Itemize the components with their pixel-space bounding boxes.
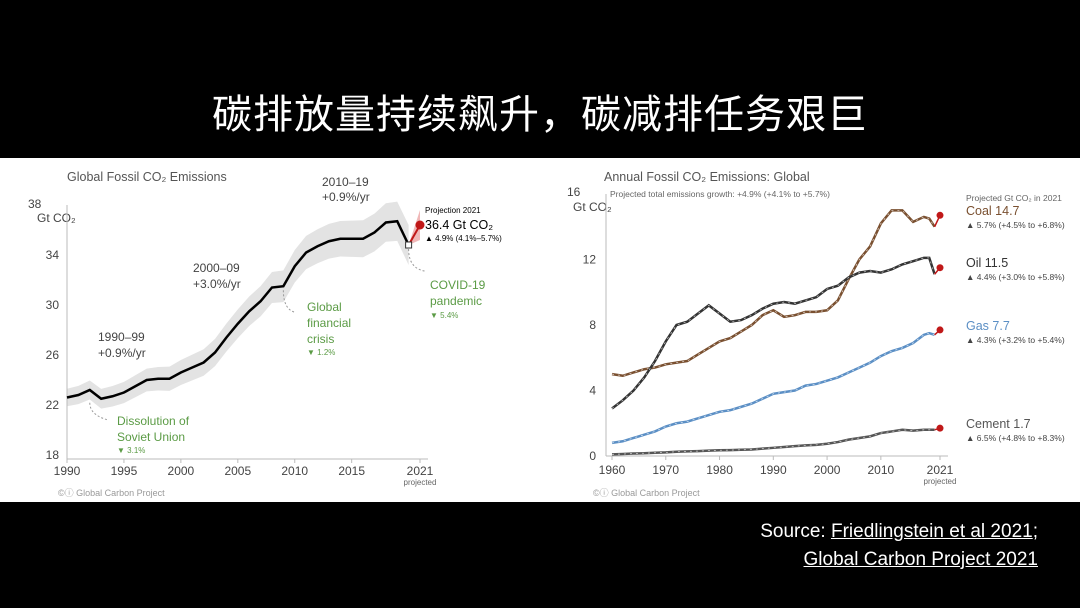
y-tick-label: 26 (46, 348, 60, 362)
soviet-connector (89, 402, 109, 421)
projection-point (415, 220, 425, 230)
y-tick-label: 18 (46, 448, 60, 462)
series-lines (611, 209, 944, 456)
x-tick-label: 1990 (54, 464, 81, 478)
x-tick-label: 1970 (652, 463, 679, 477)
covid-connector (408, 248, 426, 272)
soviet-change: ▼ 3.1% (117, 446, 145, 455)
y-axis-unit: Gt CO₂ (573, 200, 612, 214)
x-tick-note: projected (404, 478, 437, 487)
legend-heading: Projected Gt CO₂ in 2021 (966, 193, 1062, 203)
y-tick-label: 8 (589, 318, 596, 332)
crisis-label-1: Global (307, 300, 342, 314)
emissions-by-fuel-chart: Annual Fossil CO₂ Emissions: Global Proj… (567, 170, 1065, 498)
crisis-label-2: financial (307, 316, 351, 330)
credit: ©ⓘ Global Carbon Project (593, 488, 700, 498)
x-tick-label: 2010 (868, 463, 895, 477)
coal-series-line (611, 209, 936, 378)
left-chart-panel: Global Fossil CO₂ Emissions 38 Gt CO₂ 18… (0, 158, 540, 502)
x-tick-label: 2021 (927, 463, 954, 477)
oil-series-dots (611, 257, 936, 409)
crisis-change: ▼ 1.2% (307, 348, 335, 357)
soviet-label-1: Dissolution of (117, 414, 190, 428)
chart-title: Global Fossil CO₂ Emissions (67, 170, 227, 184)
uncertainty-band (67, 201, 420, 409)
decade-rate-2000s: +3.0%/yr (193, 277, 241, 291)
cement-series-dots (611, 429, 935, 455)
projection-label: Projection 2021 (425, 206, 481, 215)
axes: 18 22 26 30 34 1990 1995 2000 2005 2010 2015 2021pr… (46, 205, 437, 487)
decade-label-2000s: 2000–09 (193, 261, 240, 275)
y-tick-label: 12 (583, 253, 597, 267)
x-tick-label: 2010 (281, 464, 308, 478)
source-link-friedlingstein[interactable]: Friedlingstein et al 2021 (830, 521, 1033, 542)
projection-band (408, 210, 420, 245)
decade-rate-1990s: +0.9%/yr (98, 346, 146, 360)
x-tick-label: 2021 (407, 464, 434, 478)
oil-projection-point (936, 264, 944, 272)
source-separator: ; (1032, 521, 1038, 542)
x-tick-label: 1995 (111, 464, 138, 478)
gas-projection-point (936, 326, 944, 334)
x-tick-label: 2000 (168, 464, 195, 478)
source-prefix: Source: (760, 521, 831, 542)
soviet-label-2: Soviet Union (117, 430, 185, 444)
y-tick-label: 0 (589, 449, 596, 463)
right-chart-panel: Annual Fossil CO₂ Emissions: Global Proj… (540, 158, 1080, 502)
x-tick-label: 1960 (599, 463, 626, 477)
x-tick-label: 1980 (706, 463, 733, 477)
x-tick-note: projected (924, 477, 957, 486)
cement-legend-name: Cement 1.7 (966, 417, 1031, 431)
global-emissions-chart: Global Fossil CO₂ Emissions 38 Gt CO₂ 18… (28, 170, 502, 498)
y-tick-label: 22 (46, 398, 60, 412)
axes: 0 4 8 12 1960 1970 1980 1990 2000 2010 2021project… (583, 194, 957, 486)
legend: Coal 14.7 ▲ 5.7% (+4.5% to +6.8%) Oil 11.5… (966, 204, 1065, 443)
coal-projection-point (936, 211, 944, 219)
covid-label-2: pandemic (430, 294, 482, 308)
x-tick-label: 1990 (760, 463, 787, 477)
y-axis-unit: Gt CO₂ (37, 211, 76, 225)
y-tick-label: 34 (46, 248, 60, 262)
x-tick-label: 2005 (224, 464, 251, 478)
uncertainty-band-area (67, 201, 409, 409)
gas-legend-name: Gas 7.7 (966, 319, 1010, 333)
chart-subtitle: Projected total emissions growth: +4.9% … (610, 189, 830, 199)
annotations: Projection 2021 36.4 Gt CO₂ ▲ 4.9% (4.1%–5… (89, 175, 502, 455)
emissions-line (66, 219, 425, 401)
cement-series-line (611, 428, 935, 456)
coal-legend-change: ▲ 5.7% (+4.5% to +6.8%) (966, 220, 1065, 230)
chart-title: Annual Fossil CO₂ Emissions: Global (604, 170, 810, 184)
covid-change: ▼ 5.4% (430, 311, 458, 320)
cement-projection-point (936, 424, 944, 432)
oil-legend-name: Oil 11.5 (966, 256, 1008, 270)
x-tick-label: 2015 (338, 464, 365, 478)
projection-value: 36.4 Gt CO₂ (425, 218, 493, 232)
y-tick-label: 4 (589, 384, 596, 398)
source-link-gcp[interactable]: Global Carbon Project 2021 (803, 549, 1038, 570)
credit: ©ⓘ Global Carbon Project (58, 488, 165, 498)
decade-rate-2010s: +0.9%/yr (322, 190, 370, 204)
decade-label-2010s: 2010–19 (322, 175, 369, 189)
decade-label-1990s: 1990–99 (98, 330, 145, 344)
y-tick-label: 30 (46, 298, 60, 312)
data-point-2020 (405, 241, 413, 249)
covid-label-1: COVID-19 (430, 278, 486, 292)
projection-change: ▲ 4.9% (4.1%–5.7%) (425, 234, 502, 243)
x-tick-label: 2000 (814, 463, 841, 477)
cement-legend-change: ▲ 6.5% (+4.8% to +8.3%) (966, 433, 1065, 443)
emissions-series-line (66, 219, 410, 401)
chart-background (0, 158, 1080, 502)
slide-title: 碳排放量持续飙升，碳减排任务艰巨 (212, 92, 868, 138)
gas-series-dots (611, 332, 935, 444)
oil-series-line (611, 256, 936, 410)
crisis-connector (282, 290, 297, 313)
crisis-label-3: crisis (307, 332, 334, 346)
y-axis-label: 38 (28, 197, 42, 211)
oil-legend-change: ▲ 4.4% (+3.0% to +5.8%) (966, 272, 1065, 282)
y-axis-label: 16 (567, 185, 581, 199)
coal-legend-name: Coal 14.7 (966, 204, 1020, 218)
gas-legend-change: ▲ 4.3% (+3.2% to +5.4%) (966, 335, 1065, 345)
source-citation: Source: Friedlingstein et al 2021; Globa… (760, 518, 1038, 574)
